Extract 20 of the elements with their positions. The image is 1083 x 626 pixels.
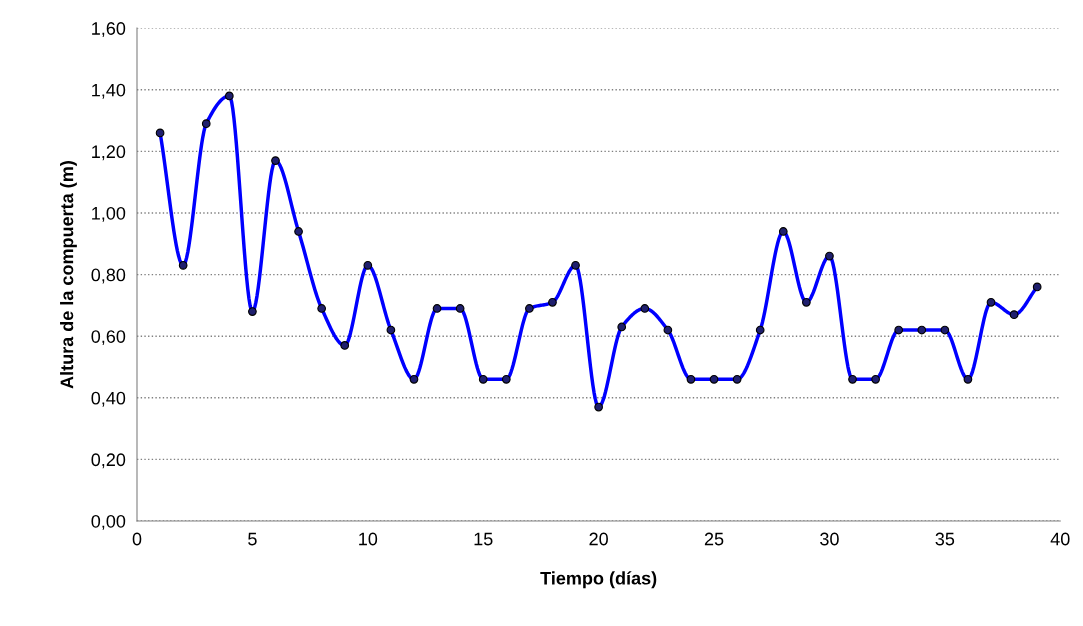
- y-tick-label: 1,20: [92, 145, 126, 161]
- x-tick-label: 40: [1050, 532, 1070, 546]
- x-axis-title: Tiempo (días): [540, 571, 657, 589]
- y-tick-label: 0,40: [91, 391, 126, 407]
- y-tick-label: 0,00: [91, 514, 126, 530]
- y-axis-title: Altura de la compuerta (m): [60, 161, 77, 389]
- y-tick-label: 0,80: [91, 268, 126, 284]
- x-tick-label: 5: [248, 532, 257, 546]
- x-tick-label: 35: [935, 532, 955, 546]
- x-tick-label: 30: [820, 532, 839, 546]
- x-tick-label: 15: [474, 532, 493, 546]
- x-tick-label: 20: [589, 532, 608, 546]
- x-tick-label: 25: [704, 532, 724, 546]
- y-tick-label: 0,20: [91, 453, 126, 469]
- x-tick-label: 10: [359, 532, 378, 546]
- x-tick-label: 0: [132, 532, 142, 546]
- y-tick-label: 1,40: [92, 83, 126, 99]
- y-tick-label: 1,00: [92, 206, 126, 222]
- y-tick-label: 0,60: [91, 330, 126, 346]
- y-tick-label: 1,60: [92, 22, 126, 38]
